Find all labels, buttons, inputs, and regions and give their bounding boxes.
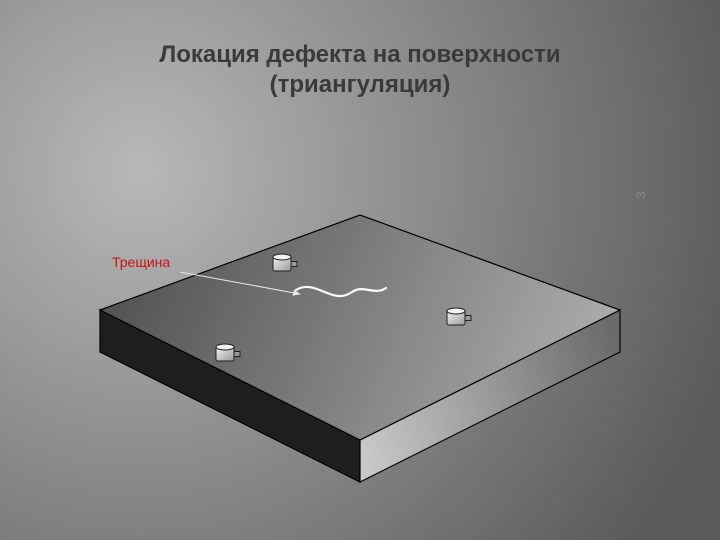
plate-diagram <box>0 0 720 540</box>
plate-face-top <box>100 215 620 440</box>
crack-label: Трещина <box>112 254 170 270</box>
page-number: 3 <box>634 191 648 198</box>
